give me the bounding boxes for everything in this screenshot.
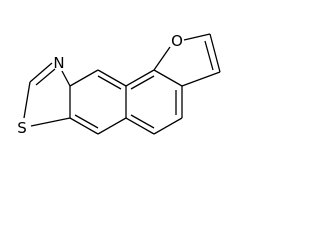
double-bond <box>74 114 99 129</box>
bonds <box>23 33 221 135</box>
bond <box>125 117 155 135</box>
double-bond <box>204 40 214 71</box>
bond <box>97 117 127 135</box>
page: N O S (() => { const data = JSON.parse(d… <box>17 32 221 137</box>
bond <box>69 69 99 87</box>
structure-diagram: N O S <box>17 32 221 137</box>
bond <box>153 69 183 87</box>
double-bond <box>130 75 155 90</box>
bond <box>23 81 31 119</box>
bond <box>183 33 211 41</box>
bond <box>61 70 71 87</box>
double-bond <box>97 75 122 90</box>
bond <box>181 71 221 87</box>
bond <box>209 33 221 73</box>
bond <box>29 62 53 83</box>
bond <box>97 69 127 87</box>
bond <box>125 69 155 87</box>
atom-label: N <box>53 54 64 72</box>
bond <box>69 117 99 135</box>
double-bond <box>35 68 56 86</box>
atom-label: O <box>171 32 183 50</box>
atom-label: S <box>17 119 27 137</box>
bond <box>30 117 71 127</box>
bond <box>153 46 171 71</box>
double-bond <box>130 114 155 129</box>
bond <box>153 117 183 135</box>
